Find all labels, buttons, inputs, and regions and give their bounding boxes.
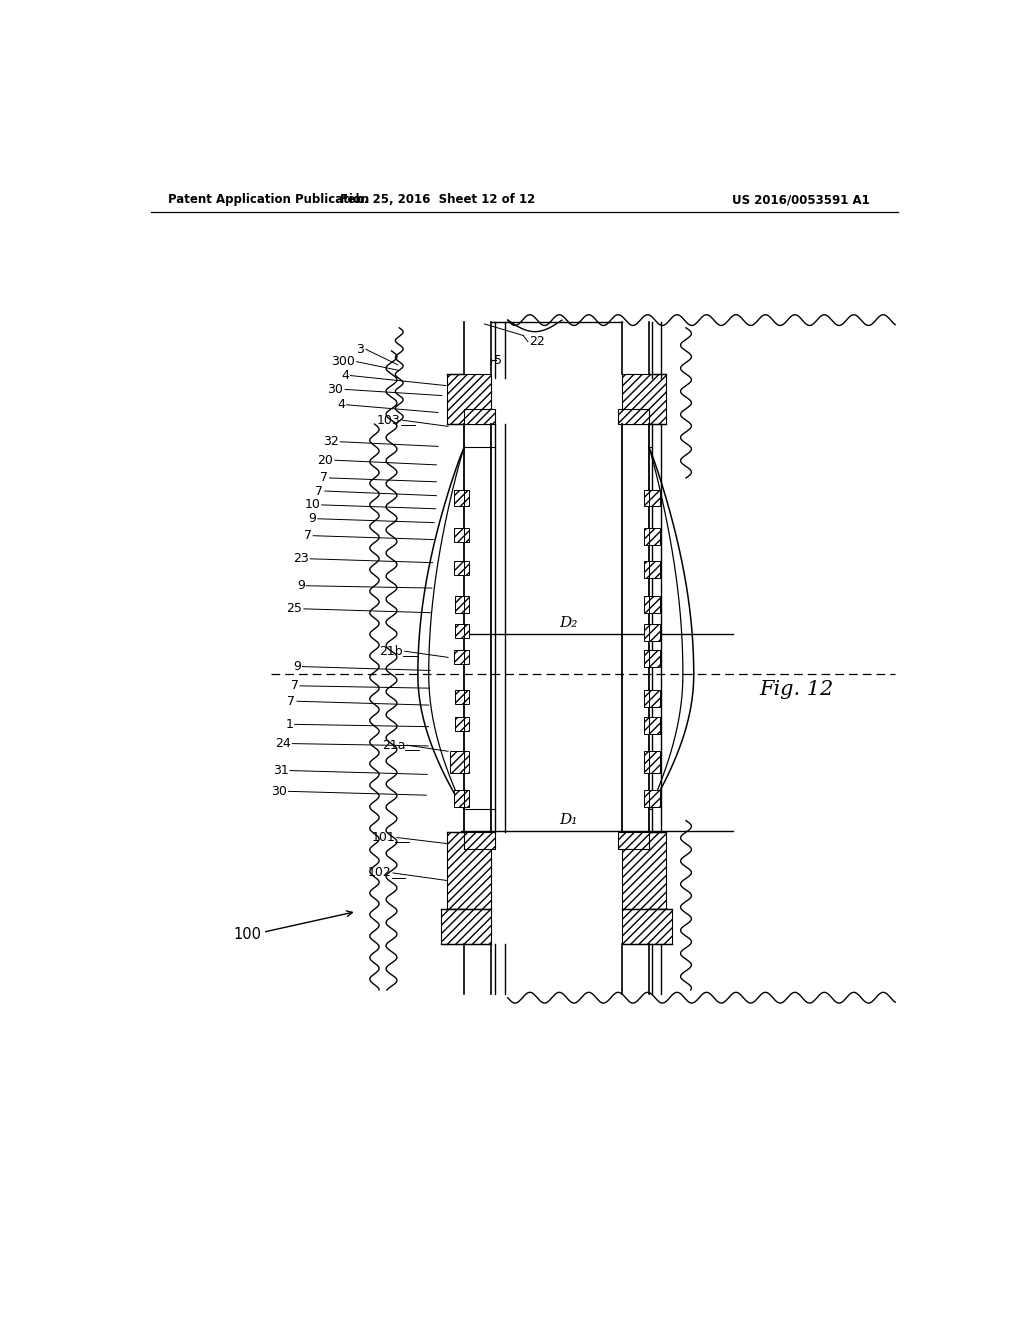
Text: Fig. 12: Fig. 12 bbox=[760, 680, 834, 700]
Text: 101: 101 bbox=[372, 832, 395, 843]
Bar bbox=[649, 717, 659, 734]
Text: D₂: D₂ bbox=[560, 616, 579, 631]
Text: 21b: 21b bbox=[380, 644, 403, 657]
Bar bbox=[644, 595, 649, 612]
Bar bbox=[649, 490, 659, 507]
Text: 103: 103 bbox=[377, 413, 400, 426]
Bar bbox=[644, 490, 649, 507]
Bar bbox=[649, 689, 659, 706]
Bar bbox=[464, 528, 469, 541]
Text: 9: 9 bbox=[297, 579, 305, 593]
Text: 9: 9 bbox=[308, 512, 316, 525]
Bar bbox=[644, 649, 649, 667]
Bar bbox=[464, 561, 469, 576]
Bar bbox=[441, 909, 490, 944]
Bar bbox=[649, 751, 659, 774]
Text: 9: 9 bbox=[293, 660, 301, 673]
Bar bbox=[617, 832, 649, 849]
Bar bbox=[454, 490, 464, 507]
Bar bbox=[623, 909, 672, 944]
Bar bbox=[454, 789, 464, 807]
Bar bbox=[451, 751, 464, 774]
Bar bbox=[455, 689, 464, 704]
Bar bbox=[464, 832, 496, 849]
Text: 7: 7 bbox=[315, 484, 324, 498]
Bar bbox=[644, 751, 649, 774]
Bar bbox=[623, 374, 666, 424]
Text: 25: 25 bbox=[287, 602, 302, 615]
Text: 7: 7 bbox=[291, 680, 299, 693]
Bar bbox=[464, 649, 469, 664]
Bar bbox=[455, 595, 464, 612]
Bar bbox=[455, 624, 464, 638]
Text: Feb. 25, 2016  Sheet 12 of 12: Feb. 25, 2016 Sheet 12 of 12 bbox=[340, 194, 536, 206]
Bar bbox=[454, 528, 464, 541]
Bar bbox=[623, 832, 666, 909]
Text: 31: 31 bbox=[272, 764, 289, 777]
Text: 30: 30 bbox=[271, 785, 287, 797]
Bar bbox=[649, 624, 659, 642]
Bar bbox=[454, 561, 464, 576]
Text: 32: 32 bbox=[323, 436, 339, 449]
Text: 22: 22 bbox=[528, 335, 545, 348]
Bar bbox=[454, 649, 464, 664]
Bar bbox=[464, 689, 469, 704]
Bar bbox=[464, 751, 469, 774]
Bar bbox=[649, 649, 659, 667]
Bar bbox=[455, 717, 464, 730]
Text: 7: 7 bbox=[319, 471, 328, 484]
Text: US 2016/0053591 A1: US 2016/0053591 A1 bbox=[732, 194, 870, 206]
Text: 4: 4 bbox=[341, 370, 349, 381]
Text: 7: 7 bbox=[288, 694, 295, 708]
Bar bbox=[644, 561, 649, 578]
Bar bbox=[649, 528, 659, 545]
Bar bbox=[464, 409, 496, 424]
Bar bbox=[649, 561, 659, 578]
Text: 21a: 21a bbox=[382, 739, 406, 751]
Text: Patent Application Publication: Patent Application Publication bbox=[168, 194, 370, 206]
Text: 1: 1 bbox=[286, 718, 293, 731]
Text: 7: 7 bbox=[304, 529, 311, 543]
Bar bbox=[464, 595, 469, 612]
Text: 5: 5 bbox=[494, 354, 502, 367]
Bar bbox=[644, 624, 649, 642]
Text: 3: 3 bbox=[356, 343, 365, 356]
Bar bbox=[464, 624, 469, 638]
Bar bbox=[649, 789, 659, 807]
Bar bbox=[644, 717, 649, 734]
Text: 102: 102 bbox=[368, 866, 391, 879]
Text: D₁: D₁ bbox=[560, 813, 579, 826]
Bar bbox=[464, 789, 469, 807]
Bar bbox=[644, 789, 649, 807]
Text: 30: 30 bbox=[328, 383, 343, 396]
Text: 100: 100 bbox=[233, 927, 261, 942]
Bar bbox=[644, 528, 649, 545]
Text: 23: 23 bbox=[293, 552, 308, 565]
Bar bbox=[644, 689, 649, 706]
Bar bbox=[649, 595, 659, 612]
Bar bbox=[447, 832, 490, 909]
Bar bbox=[617, 409, 649, 424]
Bar bbox=[464, 717, 469, 730]
Text: 24: 24 bbox=[275, 737, 291, 750]
Text: 20: 20 bbox=[317, 454, 334, 467]
Bar bbox=[447, 374, 490, 424]
Text: 10: 10 bbox=[304, 499, 321, 511]
Bar bbox=[464, 490, 469, 507]
Text: 300: 300 bbox=[331, 355, 355, 368]
Text: 4: 4 bbox=[337, 399, 345, 412]
